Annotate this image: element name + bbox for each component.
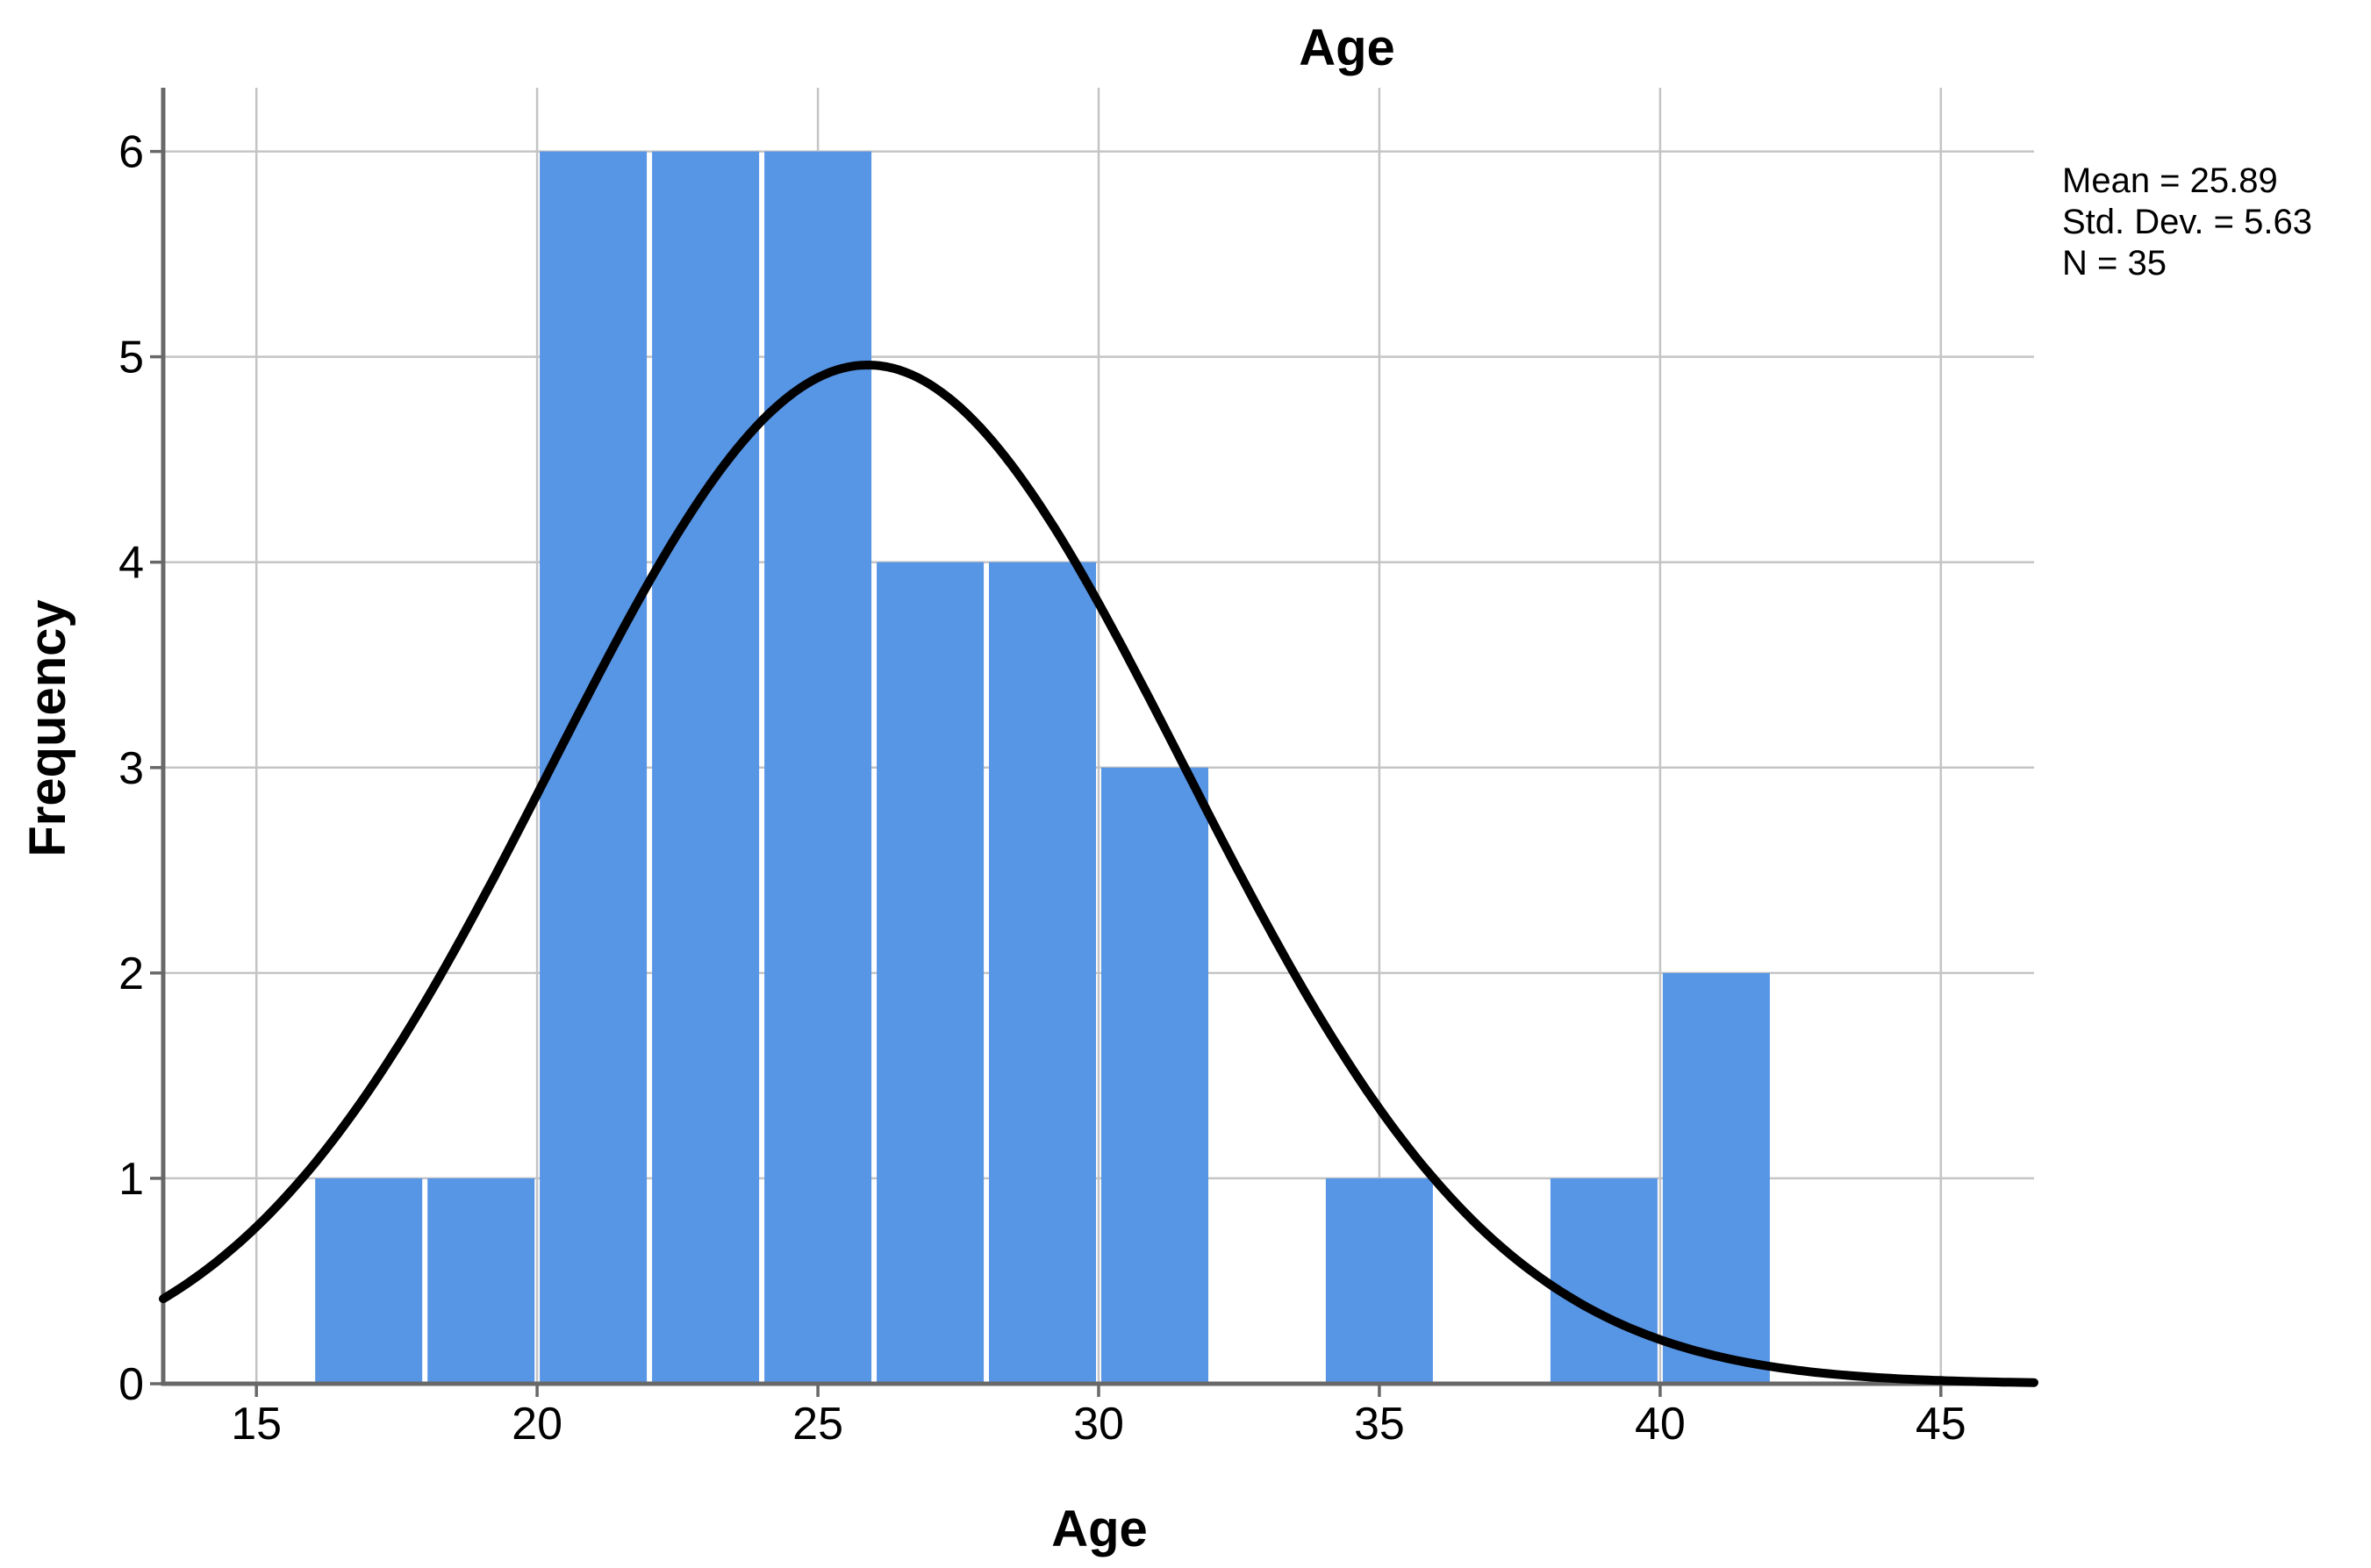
histogram-bar [877, 562, 985, 1384]
y-tick-label: 4 [118, 538, 144, 589]
x-axis-title: Age [1051, 1500, 1148, 1557]
x-tick-label: 15 [231, 1399, 282, 1450]
x-tick-label: 30 [1073, 1399, 1124, 1450]
x-tick-label: 45 [1916, 1399, 1966, 1450]
y-tick-label: 6 [118, 127, 144, 178]
y-tick-label: 0 [118, 1359, 144, 1410]
stat-n: N = 35 [2062, 244, 2167, 283]
histogram-bar [1662, 972, 1770, 1384]
stat-stddev: Std. Dev. = 5.63 [2062, 203, 2312, 241]
histogram-bar [427, 1178, 535, 1384]
y-tick-label: 1 [118, 1154, 144, 1205]
stats-annotation: Mean = 25.89 Std. Dev. = 5.63 N = 35 [2062, 161, 2312, 284]
y-tick-label: 5 [118, 333, 144, 383]
x-tick-label: 20 [512, 1399, 562, 1450]
histogram-bar [652, 151, 760, 1385]
histogram-bar [315, 1178, 423, 1384]
histogram-bar [1101, 767, 1208, 1384]
y-tick-label: 3 [118, 743, 144, 794]
histogram-bar [540, 151, 648, 1385]
chart-title: Age [1299, 19, 1395, 76]
x-tick-label: 25 [792, 1399, 843, 1450]
histogram-bar [989, 562, 1096, 1384]
x-tick-label: 35 [1354, 1399, 1405, 1450]
normal-curve [159, 361, 2038, 1387]
y-tick-label: 2 [118, 949, 144, 999]
x-tick-label: 40 [1635, 1399, 1686, 1450]
histogram-bar [1550, 1178, 1658, 1384]
stat-mean: Mean = 25.89 [2062, 161, 2278, 200]
histogram-bar [1325, 1178, 1433, 1384]
y-axis-title: Frequency [19, 599, 76, 857]
histogram-bar [764, 151, 872, 1385]
